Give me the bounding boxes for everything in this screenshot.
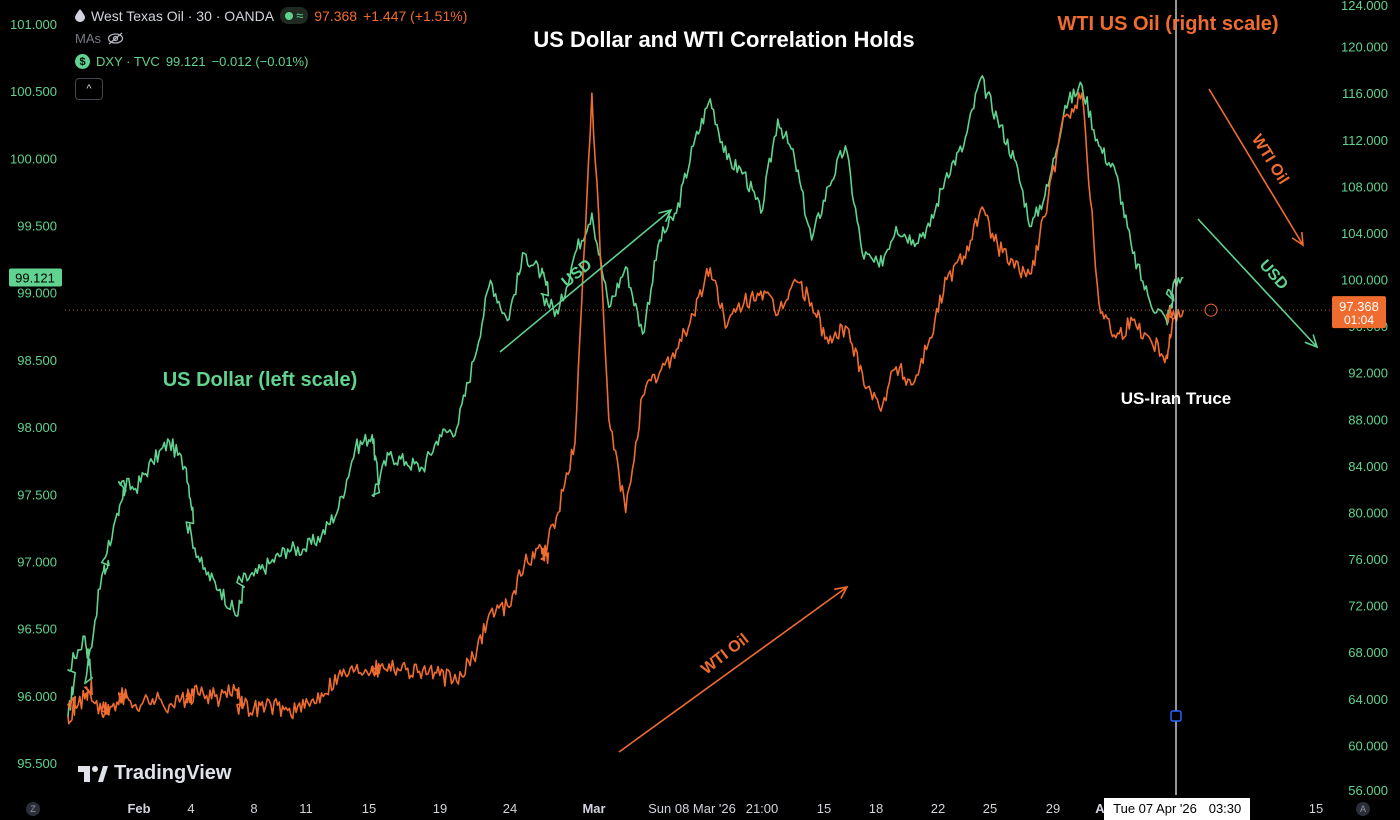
compare-price: 99.121 (165, 54, 206, 69)
left-axis-tick: 99.000 (17, 286, 57, 301)
right-axis-tick: 116.000 (1342, 86, 1388, 101)
x-axis-tick: 15 (1309, 801, 1323, 816)
tradingview-logo[interactable]: TradingView (78, 762, 231, 785)
right-axis-tick: 64.000 (1348, 692, 1388, 707)
x-axis-tick: 15 (362, 801, 376, 816)
drop-icon (75, 9, 85, 22)
annotation-wti-scale: WTI US Oil (right scale) (1057, 13, 1278, 35)
x-axis-tick: Sun 08 Mar '26 (648, 801, 736, 816)
x-axis-tick: 4 (187, 801, 194, 816)
tradingview-logo-icon (78, 765, 108, 782)
left-axis-tick: 96.500 (17, 622, 57, 637)
usd-down-arrow (1197, 218, 1319, 349)
main-symbol-legend[interactable]: West Texas Oil · 30 · OANDA ≈ 97.368 +1.… (75, 7, 467, 24)
crosshair-time-box (1104, 798, 1250, 820)
left-axis-tick: 95.500 (17, 756, 57, 771)
wti-series-line (67, 91, 1185, 725)
wti-down-arrow (1208, 88, 1304, 247)
crosshair-time-label: 03:30 (1209, 801, 1242, 816)
annotation-truce: US-Iran Truce (1121, 389, 1232, 408)
left-axis-tick: 98.500 (17, 353, 57, 368)
x-axis-tick: 25 (983, 801, 997, 816)
right-axis-tick: 92.000 (1348, 366, 1388, 381)
last-point-marker (1204, 303, 1218, 317)
x-axis-tick: 11 (299, 801, 313, 816)
right-axis-tick: 120.000 (1341, 40, 1388, 55)
x-axis-tick: 18 (869, 801, 883, 816)
collapse-icon[interactable]: ^ (75, 78, 103, 100)
x-axis-tick: 24 (503, 801, 517, 816)
x-axis-tick: 29 (1046, 801, 1060, 816)
left-axis-tick: 99.500 (17, 219, 57, 234)
right-axis-tick: 76.000 (1348, 552, 1388, 567)
annotation-usd-scale: US Dollar (left scale) (163, 369, 358, 391)
wti-up-arrow (618, 585, 849, 753)
compare-change: −0.012 (−0.01%) (211, 54, 309, 69)
left-axis-tick: 98.000 (17, 420, 57, 435)
market-status-pill[interactable]: ≈ (280, 7, 309, 24)
left-axis-tick: 97.500 (17, 487, 57, 502)
crosshair-handle (1170, 710, 1182, 722)
mas-legend[interactable]: MAs (75, 31, 124, 46)
right-axis-tick: 100.000 (1341, 273, 1388, 288)
usd-last-value: 99.121 (15, 270, 55, 285)
right-axis-tick: 56.000 (1348, 783, 1388, 798)
usd-last-badge (9, 268, 62, 287)
wti-countdown: 01:04 (1344, 313, 1374, 327)
compare-symbol-name: DXY · TVC (96, 54, 160, 69)
right-axis-tick: 88.000 (1348, 412, 1388, 427)
x-axis-tick: A (1095, 801, 1105, 816)
x-axis-tick: 22 (931, 801, 945, 816)
annotations: US Dollar (left scale) WTI US Oil (right … (163, 13, 1319, 753)
corner-left-button[interactable]: Z (26, 802, 40, 816)
left-axis-tick: 97.000 (17, 554, 57, 569)
right-axis-tick: 68.000 (1348, 645, 1388, 660)
usd-series-line (67, 75, 1184, 718)
right-axis-tick: 108.000 (1341, 179, 1388, 194)
x-axis-tick: Feb (127, 801, 150, 816)
right-axis-tick: 72.000 (1348, 599, 1388, 614)
left-axis-tick: 101.000 (10, 17, 57, 32)
corner-right-button[interactable]: A (1356, 802, 1370, 816)
right-axis-tick: 124.000 (1341, 0, 1388, 13)
x-axis-tick: 21:00 (746, 801, 779, 816)
x-axis-tick: 8 (250, 801, 257, 816)
crosshair-date-label: Tue 07 Apr '26 (1113, 801, 1197, 816)
usd-up-arrow (499, 208, 673, 353)
wti-last-badge (1332, 296, 1386, 329)
annotation-usd-up: USD (559, 256, 596, 291)
right-axis-tick: 112.000 (1342, 133, 1388, 148)
eye-off-icon[interactable] (107, 32, 124, 45)
x-axis: Feb 4 8 11 15 19 24 Mar Sun 08 Mar '26 21:00 15 18 2… (127, 801, 1323, 816)
main-symbol-name: West Texas Oil · 30 · OANDA (91, 7, 275, 24)
right-axis-tick: 80.000 (1348, 505, 1388, 520)
right-axis-tick: 60.000 (1348, 738, 1388, 753)
right-axis-tick: 84.000 (1348, 459, 1388, 474)
right-axis-tick: 104.000 (1341, 226, 1388, 241)
left-axis-tick: 96.000 (17, 689, 57, 704)
x-axis-tick: 19 (433, 801, 447, 816)
main-change: +1.447 (+1.51%) (363, 7, 468, 24)
left-axis-tick: 100.000 (10, 151, 57, 166)
dollar-icon: $ (75, 54, 90, 69)
annotation-wti-up: WTI Oil (698, 631, 752, 678)
tradingview-logo-text: TradingView (114, 762, 232, 784)
left-axis: 101.000 100.500 100.000 99.500 99.000 98.500 9… (10, 17, 57, 771)
right-axis: 124.000 120.000 116.000 112.000 108.000 104.0… (1341, 0, 1388, 798)
annotation-wti-down: WTI Oil (1248, 132, 1292, 188)
compare-symbol-legend[interactable]: $ DXY · TVC 99.121 −0.012 (−0.01%) (75, 54, 308, 69)
chart-title: US Dollar and WTI Correlation Holds (533, 27, 914, 52)
x-axis-tick: Mar (582, 801, 605, 816)
left-axis-tick: 100.500 (10, 84, 57, 99)
main-price: 97.368 (314, 7, 358, 24)
wti-last-value: 97.368 (1339, 299, 1379, 314)
x-axis-tick: 15 (817, 801, 831, 816)
mas-label: MAs (75, 31, 101, 46)
